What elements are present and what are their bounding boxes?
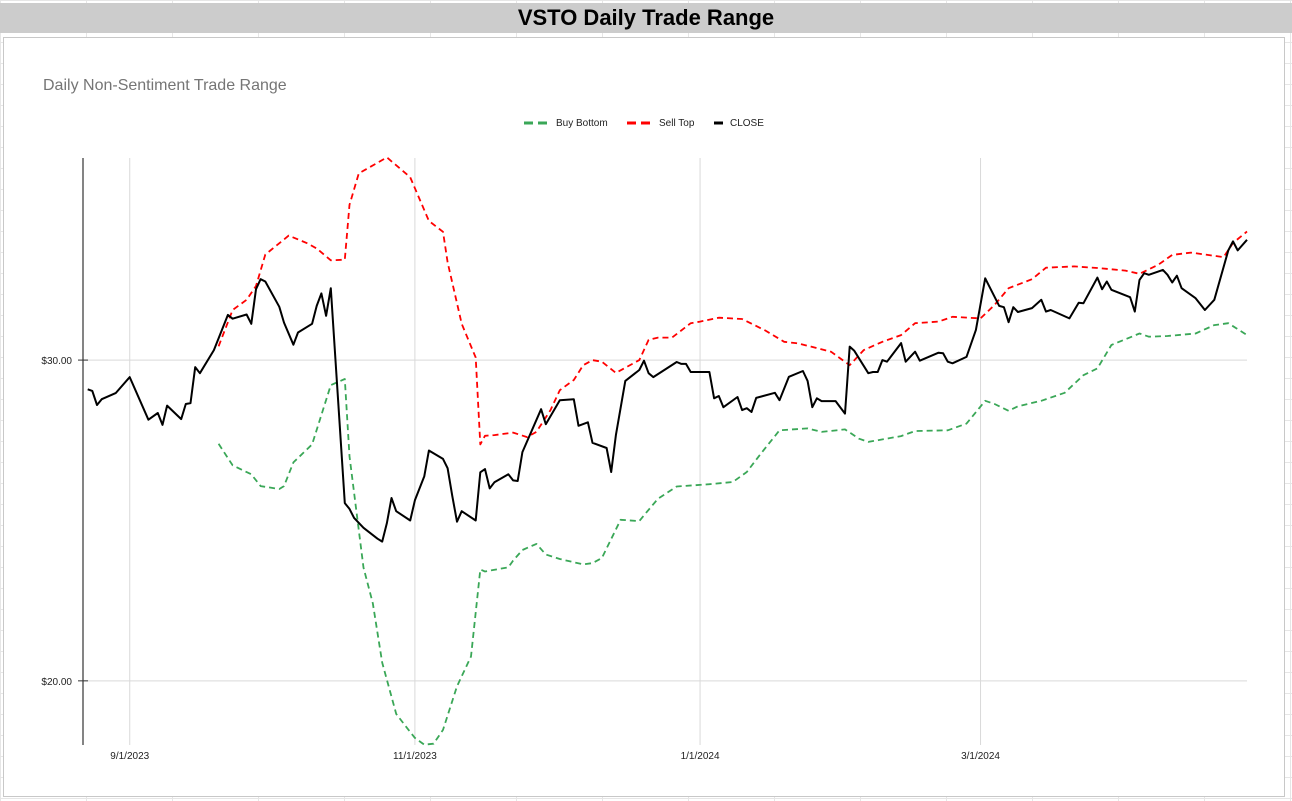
x-tick-label: 9/1/2023 bbox=[110, 751, 149, 762]
axes: $20.00 $30.00 9/1/2023 11/1/2023 1/1/2024 3/1… bbox=[41, 158, 1000, 762]
legend-label: Buy Bottom bbox=[556, 118, 608, 129]
chart-card[interactable] bbox=[3, 37, 1285, 797]
legend-label: Sell Top bbox=[659, 118, 695, 129]
y-tick-label: $30.00 bbox=[41, 356, 72, 367]
y-tick-label: $20.00 bbox=[41, 677, 72, 688]
legend-item[interactable]: Buy Bottom bbox=[524, 118, 608, 129]
legend: Buy Bottom Sell Top CLOSE bbox=[524, 118, 764, 129]
legend-item[interactable]: Sell Top bbox=[627, 118, 695, 129]
sheet-title-bar: VSTO Daily Trade Range bbox=[0, 3, 1292, 33]
x-tick-label: 3/1/2024 bbox=[961, 751, 1000, 762]
series-lines bbox=[87, 156, 1248, 746]
sheet-title: VSTO Daily Trade Range bbox=[517, 5, 775, 30]
legend-item[interactable]: CLOSE bbox=[714, 118, 764, 129]
chart-title: Daily Non-Sentiment Trade Range bbox=[43, 77, 287, 94]
x-tick-label: 1/1/2024 bbox=[681, 751, 720, 762]
x-tick-label: 11/1/2023 bbox=[393, 751, 437, 762]
series-line-close bbox=[87, 239, 1248, 543]
series-line-sell-top bbox=[217, 156, 1248, 446]
series-line-buy-bottom bbox=[217, 322, 1248, 746]
legend-label: CLOSE bbox=[730, 118, 764, 129]
gridlines bbox=[83, 158, 1247, 745]
